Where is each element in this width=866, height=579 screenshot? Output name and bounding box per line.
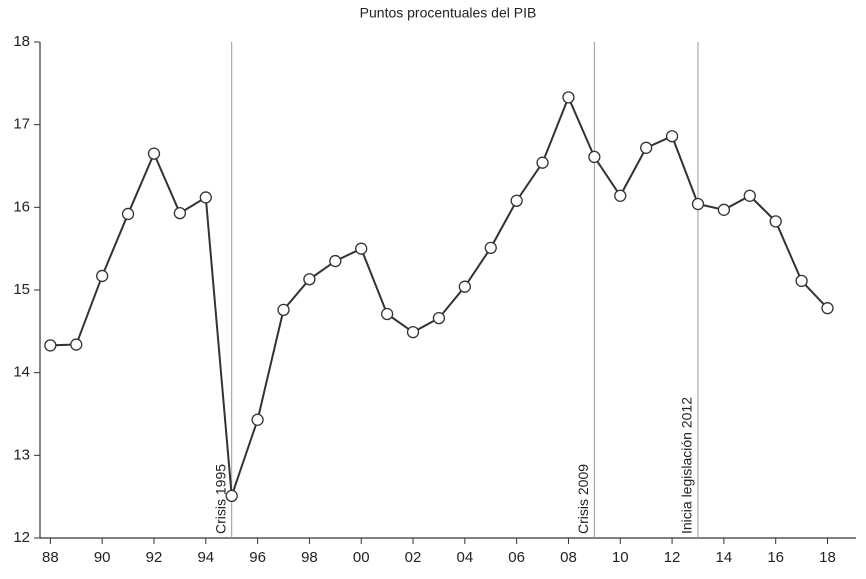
y-tick-label: 18 [13, 33, 30, 50]
annotation-label: Crisis 1995 [212, 464, 228, 534]
data-point [44, 339, 57, 352]
x-tick-label: 92 [146, 549, 163, 566]
data-point [303, 273, 316, 286]
x-tick-label: 08 [560, 549, 577, 566]
data-point [432, 311, 446, 325]
data-point [510, 194, 523, 207]
x-tick-label: 06 [508, 549, 525, 566]
chart-title: Puntos procentuales del PIB [360, 5, 537, 21]
data-point [277, 303, 290, 316]
data-point [795, 274, 808, 288]
annotation-label: Crisis 2009 [575, 464, 591, 534]
data-point [199, 191, 212, 204]
data-point [769, 215, 782, 228]
data-point [329, 254, 342, 268]
y-tick-label: 17 [13, 116, 30, 133]
data-point [121, 207, 135, 221]
data-point [251, 413, 264, 426]
x-tick-label: 00 [353, 549, 370, 566]
data-point [355, 242, 368, 255]
y-tick-label: 12 [13, 529, 30, 546]
x-tick-label: 88 [42, 549, 59, 566]
y-tick-label: 15 [13, 281, 30, 298]
data-point [562, 91, 575, 104]
y-tick-label: 16 [13, 198, 30, 215]
data-point [70, 338, 83, 351]
y-tick-label: 14 [13, 364, 30, 381]
x-tick-label: 10 [612, 549, 629, 566]
data-point [717, 203, 731, 216]
x-tick-label: 90 [94, 549, 111, 566]
data-point [225, 489, 238, 502]
data-point [743, 189, 756, 202]
x-tick-label: 12 [664, 549, 681, 566]
data-point [588, 150, 601, 164]
annotation-label: Inicia legislación 2012 [679, 397, 695, 534]
x-tick-label: 16 [767, 549, 784, 566]
x-tick-label: 02 [405, 549, 422, 566]
data-point [484, 241, 497, 254]
x-tick-label: 94 [197, 549, 214, 566]
data-point [96, 269, 109, 283]
series-line [50, 94, 829, 497]
data-point [821, 302, 834, 315]
data-point [173, 206, 187, 220]
x-tick-label: 98 [301, 549, 318, 566]
data-point [406, 326, 420, 339]
y-tick-label: 13 [13, 446, 30, 463]
x-tick-label: 18 [819, 549, 836, 566]
x-tick-label: 96 [249, 549, 266, 566]
data-point [147, 147, 161, 160]
data-point [380, 307, 394, 321]
x-tick-label: 14 [716, 549, 733, 566]
data-point [640, 141, 653, 154]
data-point [691, 197, 705, 211]
data-point [614, 189, 627, 202]
data-point [536, 156, 549, 169]
x-tick-label: 04 [456, 549, 473, 566]
data-point [665, 130, 679, 143]
data-point [458, 280, 471, 293]
